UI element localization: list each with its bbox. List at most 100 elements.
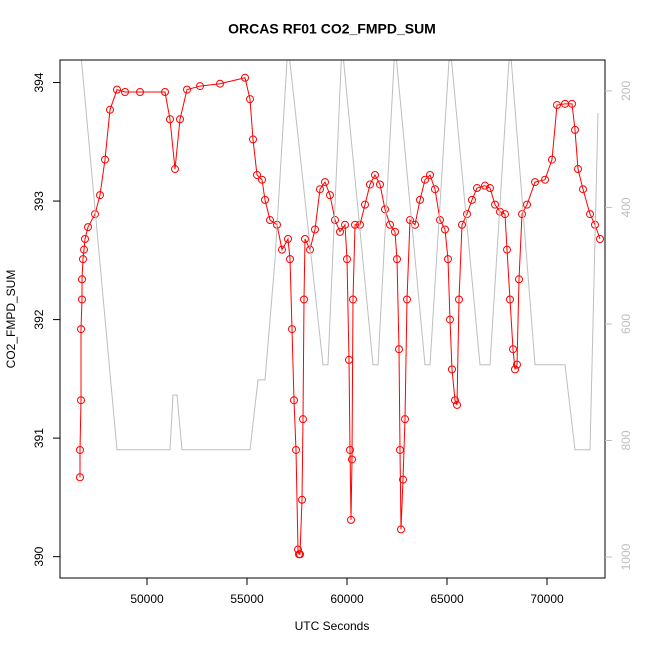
point xyxy=(136,88,144,97)
y2-tick-label: 200 xyxy=(619,81,633,101)
point xyxy=(290,396,298,405)
point xyxy=(455,295,463,304)
point xyxy=(76,473,84,482)
point xyxy=(513,360,521,369)
point xyxy=(301,234,309,243)
point xyxy=(574,165,582,174)
x-tick-label: 65000 xyxy=(430,592,464,606)
plot-frame xyxy=(59,59,606,579)
point xyxy=(331,216,339,225)
point xyxy=(266,216,274,225)
point xyxy=(176,115,184,124)
point xyxy=(473,184,481,193)
point xyxy=(386,220,394,229)
y-tick-label: 394 xyxy=(32,72,46,92)
point xyxy=(288,325,296,334)
line-series xyxy=(80,60,599,451)
y-tick-label: 390 xyxy=(32,546,46,566)
point xyxy=(523,200,531,209)
point xyxy=(406,216,414,225)
point xyxy=(348,455,356,464)
point xyxy=(446,315,454,324)
point xyxy=(458,220,466,229)
point xyxy=(444,255,452,264)
point xyxy=(426,170,434,179)
point xyxy=(326,191,334,200)
point xyxy=(298,495,306,504)
point xyxy=(518,210,526,219)
point xyxy=(101,155,109,164)
point xyxy=(249,135,257,144)
y-tick-label: 393 xyxy=(32,191,46,211)
y-axis-label: CO2_FMPD_SUM xyxy=(4,270,18,369)
point xyxy=(113,85,121,94)
point xyxy=(376,180,384,189)
point xyxy=(77,325,85,334)
point xyxy=(371,170,379,179)
point xyxy=(241,73,249,82)
point xyxy=(361,200,369,209)
x-tick-label: 50000 xyxy=(130,592,164,606)
point xyxy=(451,396,459,405)
y-tick-label: 392 xyxy=(32,309,46,329)
point xyxy=(300,295,308,304)
point xyxy=(501,210,509,219)
point xyxy=(261,195,269,204)
point xyxy=(421,175,429,184)
point xyxy=(347,515,355,524)
point xyxy=(395,345,403,354)
point xyxy=(316,185,324,194)
point xyxy=(216,79,224,88)
point xyxy=(596,234,604,243)
point xyxy=(515,275,523,284)
point xyxy=(278,245,286,254)
point xyxy=(161,88,169,97)
point xyxy=(509,345,517,354)
point xyxy=(468,195,476,204)
point xyxy=(343,255,351,264)
point xyxy=(366,180,374,189)
point xyxy=(292,445,300,454)
point xyxy=(571,125,579,134)
point xyxy=(553,101,561,110)
point xyxy=(258,175,266,184)
point xyxy=(391,227,399,236)
x-axis-label: UTC Seconds xyxy=(295,619,370,633)
point xyxy=(106,105,114,114)
point xyxy=(381,205,389,214)
point xyxy=(321,178,329,187)
point xyxy=(294,545,302,554)
point xyxy=(436,216,444,225)
point xyxy=(84,223,92,232)
point xyxy=(486,184,494,193)
y-tick-label: 391 xyxy=(32,428,46,448)
point xyxy=(78,275,86,284)
point xyxy=(349,295,357,304)
point xyxy=(393,255,401,264)
point xyxy=(396,445,404,454)
point xyxy=(531,178,539,187)
point xyxy=(336,227,344,236)
point xyxy=(548,155,556,164)
point xyxy=(403,295,411,304)
point xyxy=(541,175,549,184)
point xyxy=(80,245,88,254)
point xyxy=(196,82,204,91)
point xyxy=(96,191,104,200)
point xyxy=(586,210,594,219)
y2-tick-label: 600 xyxy=(619,314,633,334)
point xyxy=(79,255,87,264)
point xyxy=(399,475,407,484)
point xyxy=(568,99,576,108)
x-tick-label: 70000 xyxy=(530,592,564,606)
point xyxy=(299,415,307,424)
y2-tick-label: 1000 xyxy=(619,543,633,570)
point xyxy=(397,525,405,534)
y2-tick-label: 400 xyxy=(619,197,633,217)
point xyxy=(503,245,511,254)
point xyxy=(431,185,439,194)
point xyxy=(345,355,353,364)
point xyxy=(121,88,129,97)
point xyxy=(253,170,261,179)
point xyxy=(286,255,294,264)
